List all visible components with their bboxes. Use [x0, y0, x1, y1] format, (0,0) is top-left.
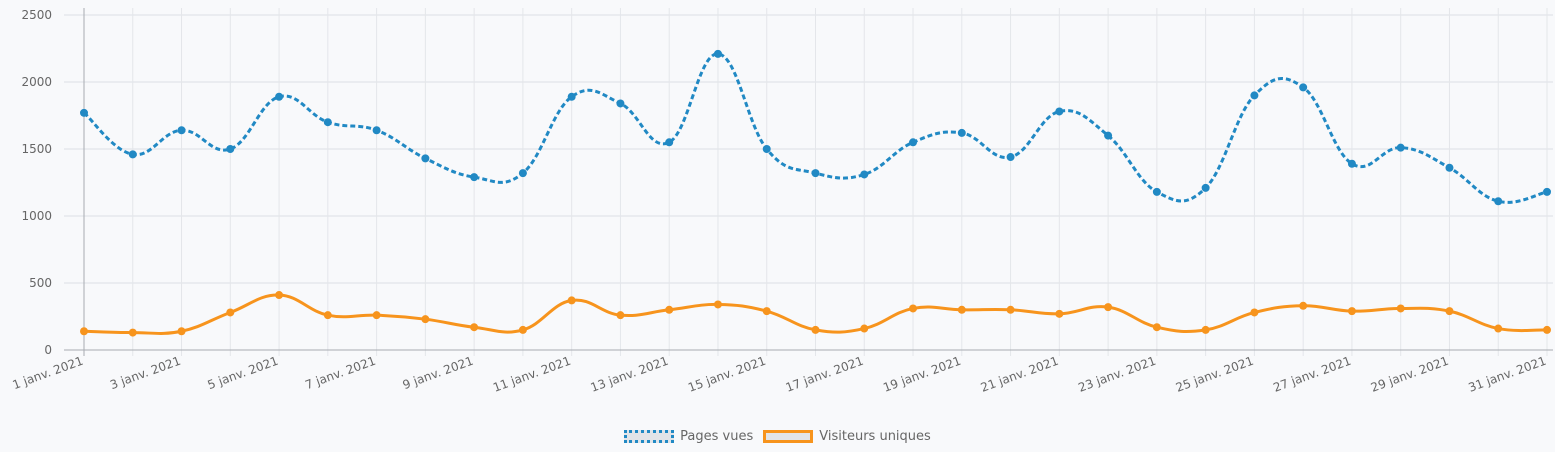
- axes: 0 500 1000 1500 2000 2500 1 janv. 2021 3 janv. …: [11, 8, 1553, 395]
- data-point-pages-vues: [1445, 163, 1454, 172]
- data-point-visiteurs-uniques: [860, 324, 869, 333]
- legend-swatch-pages-vues: [624, 429, 675, 443]
- series-line-pages-vues: [82, 52, 1548, 204]
- data-point-pages-vues: [275, 92, 284, 101]
- data-point-pages-vues: [762, 145, 771, 153]
- data-point-pages-vues: [1055, 107, 1064, 116]
- x-tick-label: 7 janv. 2021: [303, 354, 377, 392]
- x-tick-label: 19 janv. 2021: [881, 354, 963, 395]
- y-tick-label: 1000: [21, 209, 52, 223]
- x-tick-label: 3 janv. 2021: [108, 354, 182, 392]
- data-point-pages-vues: [860, 170, 869, 179]
- data-points: [80, 49, 1551, 337]
- x-tick-label: 23 janv. 2021: [1076, 354, 1158, 395]
- y-tick-label: 1500: [21, 142, 52, 156]
- data-point-visiteurs-uniques: [518, 325, 527, 334]
- data-point-pages-vues: [323, 118, 332, 127]
- x-tick-label: 31 janv. 2021: [1466, 354, 1548, 395]
- legend: Pages vues Visiteurs uniques: [0, 424, 1555, 448]
- data-point-pages-vues: [470, 173, 479, 182]
- x-tick-label: 13 janv. 2021: [589, 354, 671, 395]
- data-point-pages-vues: [421, 154, 430, 163]
- x-tick-label: 29 janv. 2021: [1369, 354, 1451, 395]
- data-point-visiteurs-uniques: [1201, 325, 1210, 334]
- data-point-pages-vues: [811, 169, 820, 178]
- data-point-pages-vues: [518, 169, 527, 178]
- data-point-pages-vues: [1152, 187, 1161, 196]
- legend-swatch-visiteurs-uniques: [763, 429, 814, 443]
- data-point-pages-vues: [1104, 131, 1113, 140]
- data-point-pages-vues: [1250, 91, 1259, 100]
- x-tick-label: 9 janv. 2021: [401, 354, 475, 392]
- data-point-pages-vues: [1543, 187, 1551, 196]
- data-point-pages-vues: [713, 49, 722, 58]
- data-point-pages-vues: [616, 99, 625, 108]
- legend-label-pages-vues: Pages vues: [680, 428, 754, 444]
- y-tick-label: 0: [44, 343, 52, 357]
- x-tick-label: 27 janv. 2021: [1271, 354, 1353, 395]
- data-point-visiteurs-uniques: [80, 327, 88, 336]
- data-point-visiteurs-uniques: [1006, 305, 1015, 314]
- data-point-visiteurs-uniques: [1543, 325, 1551, 334]
- chart-plot: 0 500 1000 1500 2000 2500 1 janv. 2021 3 janv. …: [11, 8, 1553, 395]
- data-point-visiteurs-uniques: [226, 308, 235, 317]
- data-point-pages-vues: [1494, 197, 1503, 206]
- x-tick-label: 17 janv. 2021: [784, 354, 866, 395]
- data-point-pages-vues: [909, 138, 918, 147]
- data-point-pages-vues: [1347, 159, 1356, 168]
- data-point-visiteurs-uniques: [323, 311, 332, 320]
- data-point-pages-vues: [128, 150, 137, 159]
- data-point-pages-vues: [226, 145, 235, 153]
- y-tick-label: 500: [29, 276, 52, 290]
- data-point-visiteurs-uniques: [665, 305, 674, 314]
- data-point-visiteurs-uniques: [1152, 323, 1161, 332]
- data-point-pages-vues: [1396, 143, 1405, 152]
- legend-item-pages-vues[interactable]: Pages vues: [624, 429, 753, 444]
- data-point-visiteurs-uniques: [177, 327, 186, 336]
- data-point-visiteurs-uniques: [567, 296, 576, 305]
- data-point-pages-vues: [1299, 83, 1308, 92]
- data-point-visiteurs-uniques: [909, 304, 918, 313]
- data-point-visiteurs-uniques: [1445, 307, 1454, 316]
- legend-item-visiteurs-uniques[interactable]: Visiteurs uniques: [763, 429, 931, 444]
- data-point-visiteurs-uniques: [616, 311, 625, 320]
- data-point-pages-vues: [1201, 183, 1210, 192]
- data-point-visiteurs-uniques: [421, 315, 430, 324]
- data-point-visiteurs-uniques: [275, 291, 284, 300]
- x-tick-label: 21 janv. 2021: [979, 354, 1061, 395]
- data-point-visiteurs-uniques: [1104, 303, 1113, 312]
- y-tick-label: 2500: [21, 8, 52, 22]
- data-point-pages-vues: [80, 108, 88, 117]
- data-point-visiteurs-uniques: [128, 328, 137, 337]
- data-point-pages-vues: [177, 126, 186, 135]
- data-point-pages-vues: [372, 126, 381, 135]
- data-point-visiteurs-uniques: [1494, 324, 1503, 333]
- data-point-visiteurs-uniques: [957, 305, 966, 314]
- data-point-visiteurs-uniques: [1055, 309, 1064, 318]
- data-point-visiteurs-uniques: [1347, 307, 1356, 316]
- x-tick-label: 1 janv. 2021: [11, 354, 85, 392]
- data-point-visiteurs-uniques: [1250, 308, 1259, 317]
- gridlines: [64, 8, 1553, 356]
- data-point-pages-vues: [1006, 153, 1015, 162]
- data-point-pages-vues: [567, 92, 576, 101]
- data-point-visiteurs-uniques: [1299, 301, 1308, 310]
- data-point-pages-vues: [957, 128, 966, 137]
- data-point-visiteurs-uniques: [372, 311, 381, 320]
- x-tick-label: 15 janv. 2021: [686, 354, 768, 395]
- data-point-visiteurs-uniques: [762, 307, 771, 316]
- x-tick-label: 11 janv. 2021: [491, 354, 573, 395]
- x-tick-label: 25 janv. 2021: [1174, 354, 1256, 395]
- data-point-visiteurs-uniques: [470, 323, 479, 332]
- data-point-visiteurs-uniques: [811, 325, 820, 334]
- y-tick-label: 2000: [21, 75, 52, 89]
- x-tick-label: 5 janv. 2021: [206, 354, 280, 392]
- data-point-visiteurs-uniques: [713, 300, 722, 309]
- data-point-pages-vues: [665, 138, 674, 147]
- data-point-visiteurs-uniques: [1396, 304, 1405, 313]
- legend-label-visiteurs-uniques: Visiteurs uniques: [819, 428, 931, 444]
